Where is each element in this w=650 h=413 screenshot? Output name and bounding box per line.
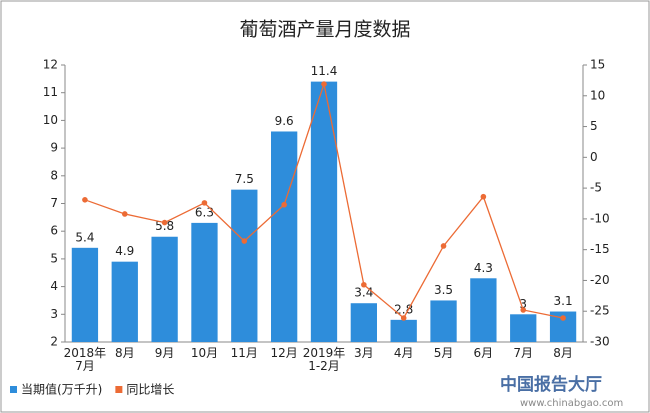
value-label: 9.6	[275, 114, 294, 128]
y2-tick-label: -20	[590, 273, 610, 287]
x-tick-label: 9月	[154, 346, 175, 360]
chart-title: 葡萄酒产量月度数据	[239, 19, 410, 41]
x-tick-label: 11月	[230, 346, 258, 360]
x-tick-label: 2019年 1-2月	[302, 346, 346, 373]
y2-tick-label: 0	[590, 150, 598, 164]
line-point	[361, 281, 367, 288]
bar	[390, 319, 417, 342]
line-point	[82, 197, 88, 203]
value-label: 3.1	[554, 294, 573, 308]
y2-tick-label: -10	[590, 211, 610, 225]
y-tick-label: 9	[50, 141, 58, 155]
watermark-url: www.chinabgao.com	[520, 398, 623, 409]
line-point	[440, 243, 447, 249]
value-label: 11.4	[311, 64, 338, 78]
x-tick-label: 12月	[270, 346, 298, 360]
y2-tick-label: 15	[590, 58, 605, 72]
legend-label: 同比增长	[126, 383, 174, 397]
y-tick-label: 7	[50, 196, 58, 210]
line-point	[281, 201, 287, 208]
line-point	[321, 81, 327, 87]
y-tick-label: 11	[43, 85, 58, 99]
y-tick-label: 5	[50, 251, 58, 265]
value-label: 7.5	[235, 172, 254, 186]
x-tick-label: 8月	[114, 346, 135, 360]
value-label: 2.8	[394, 302, 413, 316]
x-tick-label: 3月	[354, 346, 374, 360]
line-point	[560, 315, 566, 321]
y2-tick-label: -30	[590, 335, 610, 349]
x-tick-label: 4月	[393, 346, 414, 360]
x-tick-label: 7月	[513, 346, 534, 360]
x-tick-label: 10月	[190, 346, 219, 360]
line-point	[480, 193, 487, 200]
y-tick-label: 2	[50, 335, 58, 349]
bar	[470, 278, 497, 342]
y-tick-label: 10	[43, 113, 58, 127]
y-tick-label: 4	[50, 279, 58, 293]
x-tick-label: 8月	[553, 346, 573, 360]
legend-label: 当期值(万千升)	[21, 382, 102, 397]
y2-tick-label: 5	[590, 119, 598, 133]
line-point	[121, 211, 128, 217]
bar	[191, 222, 218, 342]
bar	[231, 189, 258, 342]
x-tick-label: 2018年 7月	[63, 346, 107, 373]
value-label: 5.8	[155, 219, 174, 233]
value-label: 5.4	[75, 230, 94, 244]
bar	[71, 247, 99, 342]
value-label: 3.5	[434, 283, 453, 297]
y2-tick-label: -5	[590, 181, 602, 195]
line-point	[201, 200, 208, 206]
legend-swatch	[115, 386, 123, 393]
y2-tick-label: -15	[590, 242, 610, 256]
line-point	[520, 307, 527, 313]
value-label: 3	[519, 297, 527, 311]
y-tick-label: 12	[43, 58, 58, 72]
bar	[151, 236, 178, 342]
y-tick-label: 3	[50, 307, 58, 321]
legend-swatch	[10, 386, 17, 393]
value-label: 3.4	[354, 286, 373, 300]
bar	[111, 261, 138, 342]
bar	[310, 81, 338, 343]
bar	[430, 300, 457, 342]
line-point	[241, 238, 248, 244]
y2-tick-label: -25	[590, 304, 610, 318]
line-point	[161, 219, 168, 226]
y2-tick-label: 10	[590, 88, 605, 102]
bar	[271, 131, 298, 342]
value-label: 4.3	[474, 261, 493, 275]
value-label: 6.3	[195, 205, 214, 219]
line-point	[400, 315, 407, 321]
watermark-name: 中国报告大厅	[500, 374, 602, 395]
y-tick-label: 6	[50, 224, 58, 238]
x-tick-label: 6月	[473, 346, 494, 360]
bar	[510, 314, 537, 342]
y-tick-label: 8	[50, 168, 58, 182]
x-tick-label: 5月	[433, 346, 454, 360]
value-label: 4.9	[115, 244, 134, 258]
bar	[350, 303, 377, 342]
